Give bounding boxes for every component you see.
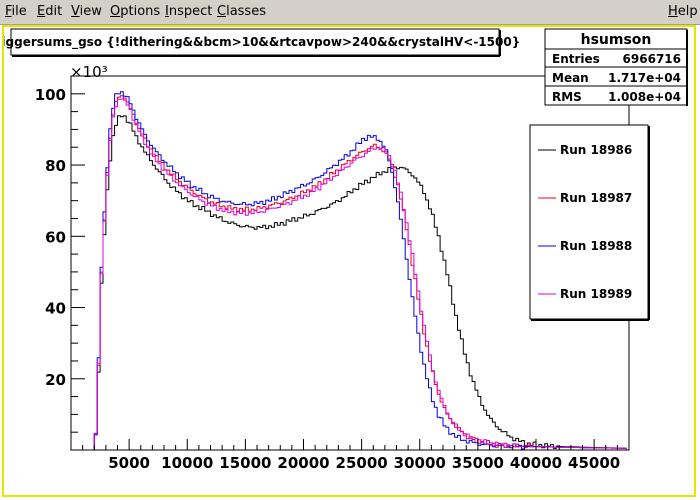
histogram-title: triggersums_gso {!dithering&&bcm>10&&rtc… [4,35,520,50]
menu-options[interactable]: Options [110,4,161,19]
histogram-canvas[interactable]: 5000 10000 15000 20000 25000 30000 35000 40000 4… [0,27,694,495]
y-tick-label: 20 [45,371,66,389]
menu-inspect[interactable]: Inspect [165,4,213,19]
y-tick-label: 80 [45,157,66,175]
x-tick-label: 15000 [219,454,271,472]
x-tick-label: 20000 [277,454,329,472]
axis-layer: 5000 10000 15000 20000 25000 30000 35000 40000 4… [35,75,620,472]
menu-classes[interactable]: Classes [217,4,266,19]
x-tick-label: 45000 [568,454,620,472]
menu-bar: File Edit View Options Inspect Classes H… [0,0,700,25]
legend: Run 18986 Run 18987 Run 18988 Run 18989 [529,124,650,321]
stats-label-entries: Entries [552,52,600,66]
menu-view[interactable]: View [71,4,102,19]
y-axis-multiplier: ×10³ [70,63,108,81]
legend-label-3: Run 18988 [560,239,632,253]
legend-label-4: Run 18989 [560,287,632,301]
x-tick-label: 5000 [108,454,150,472]
menu-file[interactable]: File [5,4,27,19]
x-tick-label: 30000 [394,454,446,472]
stats-value-rms: 1.008e+04 [608,90,681,104]
legend-label-1: Run 18986 [560,143,632,157]
canvas-frame: 5000 10000 15000 20000 25000 30000 35000 40000 4… [0,25,696,497]
x-tick-label: 10000 [161,454,213,472]
series-layer [71,91,629,451]
series-line-4 [71,97,629,451]
y-tick-label: 100 [35,86,66,104]
stats-box: hsumson Entries 6966716 Mean 1.717e+04 R… [544,28,688,106]
x-tick-label: 25000 [336,454,388,472]
x-tick-label: 35000 [452,454,504,472]
menu-edit[interactable]: Edit [37,4,63,19]
stats-label-rms: RMS [552,90,582,104]
y-tick-label: 40 [45,300,66,318]
legend-label-2: Run 18987 [560,191,632,205]
menu-help[interactable]: Help [668,4,698,19]
stats-value-mean: 1.717e+04 [608,71,681,85]
x-tick-label: 40000 [510,454,562,472]
stats-name: hsumson [581,32,652,48]
title-box: triggersums_gso {!dithering&&bcm>10&&rtc… [0,28,520,57]
y-tick-label: 60 [45,228,66,246]
stats-label-mean: Mean [552,71,589,85]
stats-value-entries: 6966716 [623,52,681,66]
